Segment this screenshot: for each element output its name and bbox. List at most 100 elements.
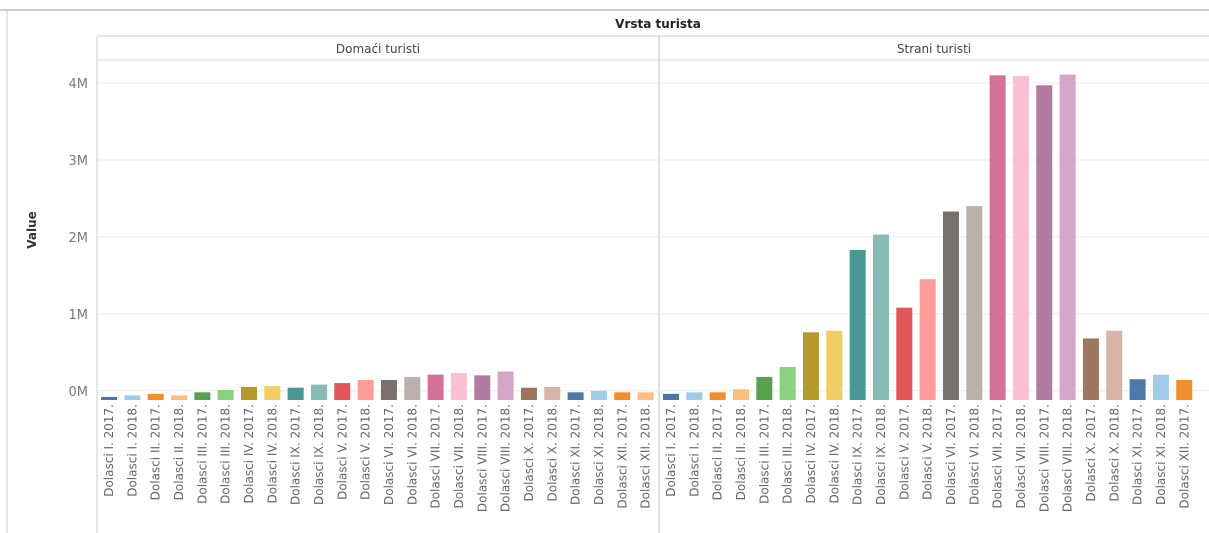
bar[interactable] <box>686 392 703 400</box>
x-tick-label: Dolasci XI. 2018. <box>592 404 606 505</box>
x-tick-label: Dolasci V. 2018. <box>921 404 935 500</box>
x-tick-label: Dolasci X. 2017. <box>1084 404 1098 501</box>
bar[interactable] <box>849 249 866 400</box>
bar[interactable] <box>287 387 304 400</box>
bar[interactable] <box>1082 338 1099 400</box>
bars <box>101 74 1193 401</box>
x-tick-label: Dolasci V. 2018. <box>359 404 373 500</box>
y-tick-label: 1M <box>69 308 89 323</box>
bar[interactable] <box>474 375 491 400</box>
bar[interactable] <box>194 392 211 400</box>
x-tick-label: Dolasci VIII. 2017. <box>475 404 489 512</box>
x-tick-label: Dolasci IX. 2017. <box>289 404 303 505</box>
x-tick-label: Dolasci III. 2018. <box>781 404 795 504</box>
x-tick-label: Dolasci II. 2018. <box>172 404 186 500</box>
x-tick-label: Dolasci XII. 2018. <box>639 404 653 509</box>
bar[interactable] <box>732 389 749 400</box>
x-tick-label: Dolasci II. 2018. <box>734 404 748 500</box>
x-tick-label: Dolasci IX. 2018. <box>312 404 326 505</box>
x-axis-ticks: Dolasci I. 2017. Dolasci I. 2018. Dolasci … <box>102 404 1191 512</box>
bar[interactable] <box>872 234 889 400</box>
x-tick-label: Dolasci XII. 2017. <box>615 404 629 509</box>
x-tick-label: Dolasci XI. 2018. <box>1154 404 1168 505</box>
bar[interactable] <box>1176 379 1193 400</box>
bar[interactable] <box>334 383 351 400</box>
x-tick-label: Dolasci IV. 2018. <box>265 404 279 503</box>
x-tick-label: Dolasci I. 2017. <box>664 404 678 497</box>
panel-header-strani: Strani turisti <box>897 42 971 56</box>
x-tick-label: Dolasci I. 2018. <box>687 404 701 497</box>
x-tick-label: Dolasci III. 2017. <box>195 404 209 504</box>
bar[interactable] <box>450 373 467 400</box>
bar[interactable] <box>802 332 819 400</box>
x-tick-label: Dolasci III. 2017. <box>757 404 771 504</box>
y-tick-label: 4M <box>69 77 89 92</box>
x-tick-label: Dolasci I. 2017. <box>102 404 116 497</box>
bar[interactable] <box>380 379 397 400</box>
bar[interactable] <box>101 396 117 400</box>
x-tick-label: Dolasci V. 2017. <box>335 404 349 500</box>
x-tick-label: Dolasci XI. 2017. <box>569 404 583 505</box>
bar[interactable] <box>147 393 164 400</box>
y-axis-title: Value <box>25 211 39 249</box>
chart-title: Vrsta turista <box>615 17 701 31</box>
bar[interactable] <box>1129 379 1146 400</box>
bar[interactable] <box>779 366 796 400</box>
x-tick-label: Dolasci V. 2017. <box>897 404 911 500</box>
y-tick-label: 0M <box>69 385 89 400</box>
bar[interactable] <box>217 389 234 400</box>
x-tick-label: Dolasci VII. 2018. <box>1014 404 1028 509</box>
bar[interactable] <box>567 392 584 400</box>
x-tick-label: Dolasci VII. 2017. <box>991 404 1005 509</box>
x-tick-label: Dolasci VII. 2017. <box>429 404 443 509</box>
bar[interactable] <box>427 374 444 400</box>
x-tick-label: Dolasci XI. 2017. <box>1131 404 1145 505</box>
bar[interactable] <box>826 330 843 400</box>
bar[interactable] <box>1012 76 1029 400</box>
y-tick-label: 2M <box>69 231 89 246</box>
bar[interactable] <box>310 384 327 400</box>
bar[interactable] <box>590 390 607 400</box>
x-tick-label: Dolasci VI. 2018. <box>967 404 981 505</box>
x-tick-label: Dolasci VIII. 2017. <box>1037 404 1051 512</box>
x-tick-label: Dolasci VI. 2017. <box>382 404 396 505</box>
y-tick-label: 3M <box>69 154 89 169</box>
x-tick-label: Dolasci X. 2017. <box>522 404 536 501</box>
bar[interactable] <box>357 379 374 400</box>
bar[interactable] <box>942 211 959 400</box>
bar[interactable] <box>1036 85 1053 400</box>
bar[interactable] <box>240 386 257 400</box>
x-tick-label: Dolasci IX. 2018. <box>874 404 888 505</box>
bar[interactable] <box>520 387 537 400</box>
bar[interactable] <box>124 395 141 400</box>
x-tick-label: Dolasci VI. 2018. <box>405 404 419 505</box>
y-axis-ticks: 0M 1M 2M 3M 4M <box>69 77 89 400</box>
bar[interactable] <box>966 206 983 400</box>
bar[interactable] <box>637 392 654 400</box>
bar[interactable] <box>989 75 1006 401</box>
bar[interactable] <box>404 376 421 400</box>
bar[interactable] <box>919 279 936 400</box>
bar[interactable] <box>544 386 561 400</box>
bar[interactable] <box>1152 374 1169 400</box>
x-tick-label: Dolasci VIII. 2018. <box>499 404 513 512</box>
bar[interactable] <box>264 386 281 400</box>
bar[interactable] <box>497 371 514 400</box>
bar[interactable] <box>756 376 773 400</box>
x-tick-label: Dolasci II. 2017. <box>149 404 163 500</box>
bar[interactable] <box>170 395 187 400</box>
x-tick-label: Dolasci X. 2018. <box>1107 404 1121 501</box>
x-tick-label: Dolasci XII. 2017. <box>1177 404 1191 509</box>
bar[interactable] <box>709 392 726 400</box>
x-tick-label: Dolasci IV. 2018. <box>827 404 841 503</box>
panel-header-domaci: Domaći turisti <box>336 42 420 56</box>
x-tick-label: Dolasci III. 2018. <box>219 404 233 504</box>
bar[interactable] <box>1106 330 1123 400</box>
bar[interactable] <box>663 393 679 400</box>
bar[interactable] <box>896 307 913 400</box>
bar[interactable] <box>614 392 631 400</box>
bar[interactable] <box>1059 74 1076 400</box>
x-tick-label: Dolasci I. 2018. <box>125 404 139 497</box>
